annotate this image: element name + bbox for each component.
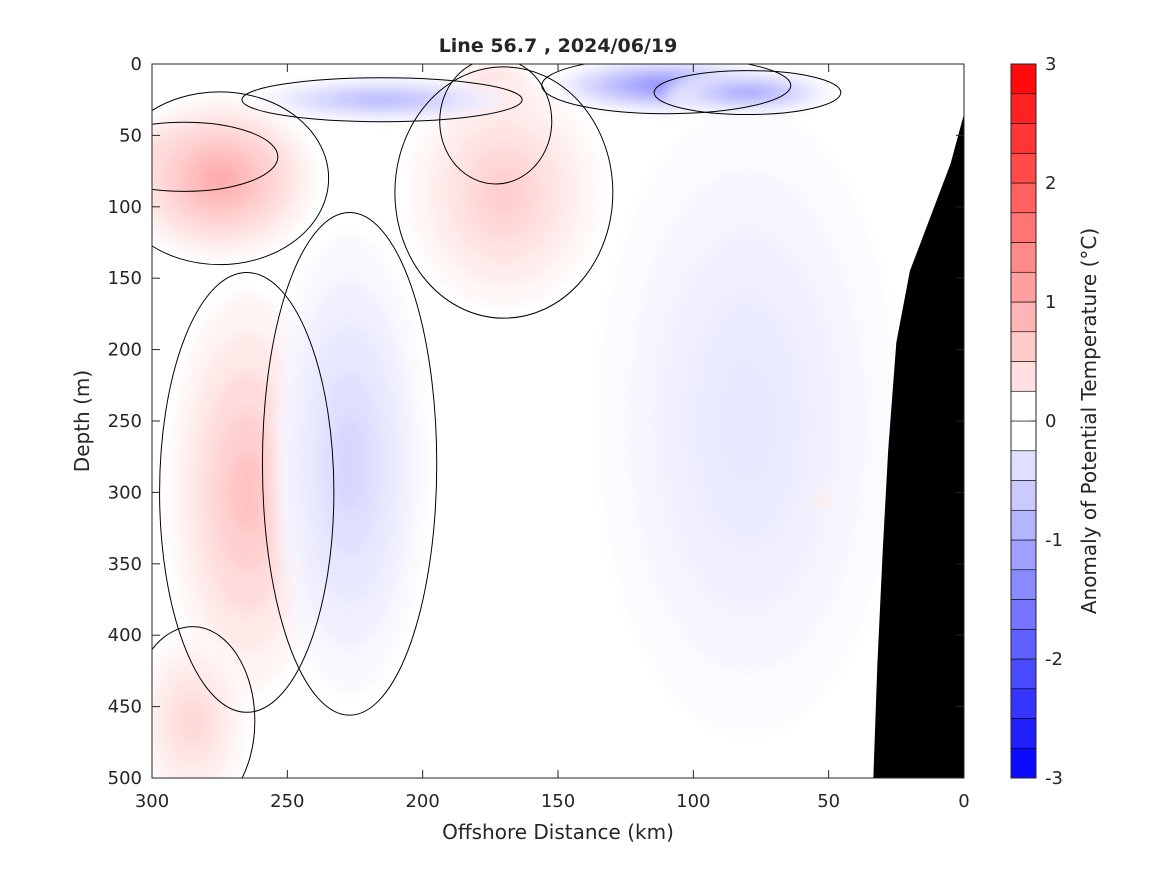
anomaly-level [181,703,204,739]
colorbar-level [1010,628,1037,660]
anomaly-level [821,497,826,502]
colorbar-level [1010,182,1037,214]
y-tick-label: 50 [119,125,142,146]
colorbar-level [1010,509,1037,541]
colorbar-level [1010,688,1037,719]
colorbar-label: Anomaly of Potential Temperature (°C) [1077,228,1101,614]
anomaly-level [334,418,365,510]
x-tick-label: 200 [405,791,439,812]
anomaly-level [484,169,523,216]
colorbar-level [1010,301,1037,333]
anomaly-feature [273,235,426,693]
colorbar-level [1010,63,1037,95]
y-axis-label: Depth (m) [70,370,94,472]
zero-contour [261,212,438,716]
colorbar-tick-label: 2 [1045,173,1056,194]
zero-contour [439,64,553,185]
anomaly-level [731,88,764,97]
anomaly-feature [152,635,247,778]
colorbar-tick-label: -2 [1045,649,1063,670]
anomaly-level [357,95,407,104]
y-tick-label: 0 [131,54,142,75]
colorbar-level [1010,331,1037,362]
colorbar-level [1010,480,1037,511]
y-tick-label: 200 [108,340,142,361]
colorbar-level [1010,242,1037,273]
colorbar-tick-label: 1 [1045,292,1056,313]
x-tick-label: 250 [270,791,304,812]
anomaly-feature [260,79,504,120]
y-tick-label: 100 [108,197,142,218]
colorbar-level [1010,212,1037,243]
y-tick-label: 500 [108,768,142,789]
colorbar-level [1010,539,1037,571]
chart-title: Line 56.7 , 2024/06/19 [439,35,678,57]
zero-contour [653,70,842,116]
colorbar-level [1010,390,1037,422]
y-tick-label: 400 [108,625,142,646]
zero-contour [152,626,256,778]
anomaly-level [717,358,778,484]
anomaly-feature [598,106,897,736]
colorbar-level [1010,599,1037,630]
colorbar-level [1010,658,1037,690]
colorbar-level [1010,152,1037,184]
x-axis-ticks: 300 250 200 150 100 50 0 [135,64,970,812]
zero-contour [241,77,523,123]
colorbar-tick-label: 3 [1045,54,1056,75]
zero-contour [394,66,614,319]
colorbar-level [1010,718,1037,749]
x-tick-label: 50 [817,791,840,812]
colorbar-level [1010,450,1037,481]
zero-contour [541,64,792,115]
zero-contours [152,64,842,778]
colorbar-level [1010,747,1037,779]
colorbar-tick-label: 0 [1045,411,1056,432]
y-tick-label: 300 [108,482,142,503]
anomaly-feature [812,488,835,511]
anomaly-field [152,64,897,778]
x-tick-label: 150 [541,791,575,812]
zero-contour [152,121,279,192]
y-tick-label: 450 [108,697,142,718]
seafloor-mask [873,113,964,778]
anomaly-level [231,452,262,533]
anomaly-level [200,162,239,194]
x-axis-label: Offshore Distance (km) [442,820,674,844]
x-tick-label: 300 [135,791,169,812]
x-tick-label: 100 [676,791,710,812]
colorbar-level [1010,420,1037,452]
y-tick-label: 250 [108,411,142,432]
colorbar-level [1010,271,1037,303]
colorbar-level [1010,123,1037,154]
colorbar-level [1010,569,1037,600]
anomaly-feature [666,72,829,113]
colorbar-ticks: -3 -2 -1 0 1 2 3 [1031,54,1063,789]
anomaly-feature [409,78,599,307]
colorbar-level [1010,361,1037,392]
bathymetry-mask [873,113,964,778]
anomaly-feature [152,99,315,257]
colorbar [1010,63,1037,779]
colorbar-level [1010,93,1037,124]
x-tick-label: 0 [958,791,969,812]
y-tick-label: 350 [108,554,142,575]
zero-contour [152,91,330,266]
y-axis-ticks: 0 50 100 150 200 250 300 350 400 450 500 [108,54,964,789]
colorbar-tick-label: -3 [1045,768,1063,789]
colorbar-tick-label: -1 [1045,530,1063,551]
y-tick-label: 150 [108,268,142,289]
